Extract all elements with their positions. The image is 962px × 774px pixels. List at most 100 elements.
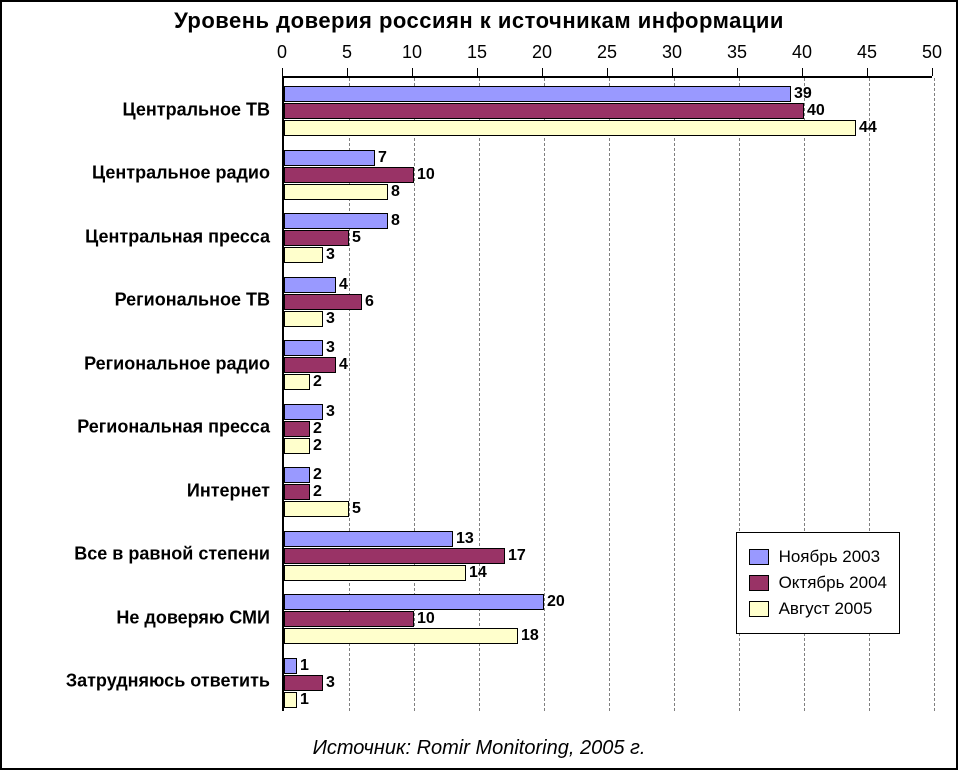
- bar: [284, 548, 505, 564]
- bar-group: 3940 44: [284, 86, 932, 137]
- category-label: Центральное радио: [92, 163, 270, 184]
- bar-value-label: 3: [326, 674, 335, 692]
- legend-swatch: [749, 601, 769, 617]
- bar-value-label: 4: [339, 276, 348, 294]
- bar: [284, 501, 349, 517]
- bar: [284, 86, 791, 102]
- bar-value-label: 8: [391, 183, 400, 201]
- bar: [284, 484, 310, 500]
- gridline: [934, 78, 935, 711]
- bar-value-label: 1: [300, 691, 309, 709]
- bar-value-label: 7: [378, 149, 387, 167]
- bar-value-label: 13: [456, 530, 474, 548]
- x-tick: [802, 68, 803, 76]
- category-label: Не доверяю СМИ: [116, 607, 270, 628]
- bar-value-label: 5: [352, 500, 361, 518]
- x-tick: [412, 68, 413, 76]
- bar-group: 7108: [284, 150, 932, 201]
- bar-value-label: 2: [313, 373, 322, 391]
- bar-group: 342: [284, 340, 932, 391]
- legend-swatch: [749, 549, 769, 565]
- legend-label: Ноябрь 2003: [779, 547, 881, 567]
- bar: [284, 565, 466, 581]
- legend-item: Август 2005: [749, 599, 887, 619]
- bar: [284, 374, 310, 390]
- x-tick: [737, 68, 738, 76]
- bar-value-label: 14: [469, 564, 487, 582]
- bar-value-label: 4: [339, 356, 348, 374]
- category-label: Интернет: [187, 480, 270, 501]
- x-tick-label: 5: [342, 42, 352, 63]
- x-tick: [347, 68, 348, 76]
- bar-value-label: 2: [313, 420, 322, 438]
- bar-group: 225: [284, 467, 932, 518]
- bar-value-label: 3: [326, 246, 335, 264]
- category-label: Центральная пресса: [85, 226, 270, 247]
- bar-value-label: 5: [352, 229, 361, 247]
- category-label: Региональное радио: [84, 353, 270, 374]
- bar: [284, 467, 310, 483]
- x-tick: [932, 68, 933, 76]
- bar: [284, 531, 453, 547]
- bar: [284, 120, 856, 136]
- legend-label: Август 2005: [779, 599, 873, 619]
- bar-group: 131: [284, 658, 932, 709]
- bar-value-label: 40: [807, 102, 825, 120]
- bar: [284, 611, 414, 627]
- bar: [284, 628, 518, 644]
- x-tick-label: 35: [727, 42, 747, 63]
- category-label: Все в равной степени: [74, 544, 270, 565]
- bar-value-label: 39: [794, 85, 812, 103]
- legend-item: Ноябрь 2003: [749, 547, 887, 567]
- x-tick-label: 50: [922, 42, 942, 63]
- bar: [284, 692, 297, 708]
- bar: [284, 658, 297, 674]
- bar: [284, 311, 323, 327]
- category-label: Центральное ТВ: [123, 99, 270, 120]
- bar-value-label: 17: [508, 547, 526, 565]
- x-tick: [477, 68, 478, 76]
- bar: [284, 675, 323, 691]
- bar: [284, 230, 349, 246]
- bar: [284, 167, 414, 183]
- x-tick: [607, 68, 608, 76]
- bar-value-label: 6: [365, 293, 374, 311]
- bar: [284, 594, 544, 610]
- bar: [284, 421, 310, 437]
- source-note: Источник: Romir Monitoring, 2005 г.: [2, 737, 956, 760]
- category-label: Региональное ТВ: [115, 290, 270, 311]
- bar: [284, 184, 388, 200]
- bar-value-label: 3: [326, 310, 335, 328]
- bar-value-label: 3: [326, 339, 335, 357]
- x-tick-label: 20: [532, 42, 552, 63]
- bar: [284, 438, 310, 454]
- legend-item: Октябрь 2004: [749, 573, 887, 593]
- x-tick: [282, 68, 283, 76]
- x-tick: [542, 68, 543, 76]
- x-tick-label: 0: [277, 42, 287, 63]
- bar-value-label: 18: [521, 627, 539, 645]
- bar-value-label: 20: [547, 593, 565, 611]
- bar-group: 853: [284, 213, 932, 264]
- legend-swatch: [749, 575, 769, 591]
- bar-value-label: 10: [417, 610, 435, 628]
- bar: [284, 150, 375, 166]
- x-tick-label: 10: [402, 42, 422, 63]
- category-label: Затрудняюсь ответить: [66, 671, 270, 692]
- bar: [284, 404, 323, 420]
- x-tick: [672, 68, 673, 76]
- x-tick-label: 30: [662, 42, 682, 63]
- x-tick-label: 45: [857, 42, 877, 63]
- chart-title: Уровень доверия россиян к источникам инф…: [2, 8, 956, 34]
- x-tick-label: 25: [597, 42, 617, 63]
- bar-value-label: 44: [859, 119, 877, 137]
- bar-value-label: 2: [313, 466, 322, 484]
- legend: Ноябрь 2003 Октябрь 2004 Август 2005: [736, 532, 900, 634]
- bar: [284, 103, 804, 119]
- bar: [284, 294, 362, 310]
- bar: [284, 247, 323, 263]
- bar: [284, 213, 388, 229]
- bar-value-label: 2: [313, 437, 322, 455]
- bar-value-label: 3: [326, 403, 335, 421]
- bar: [284, 340, 323, 356]
